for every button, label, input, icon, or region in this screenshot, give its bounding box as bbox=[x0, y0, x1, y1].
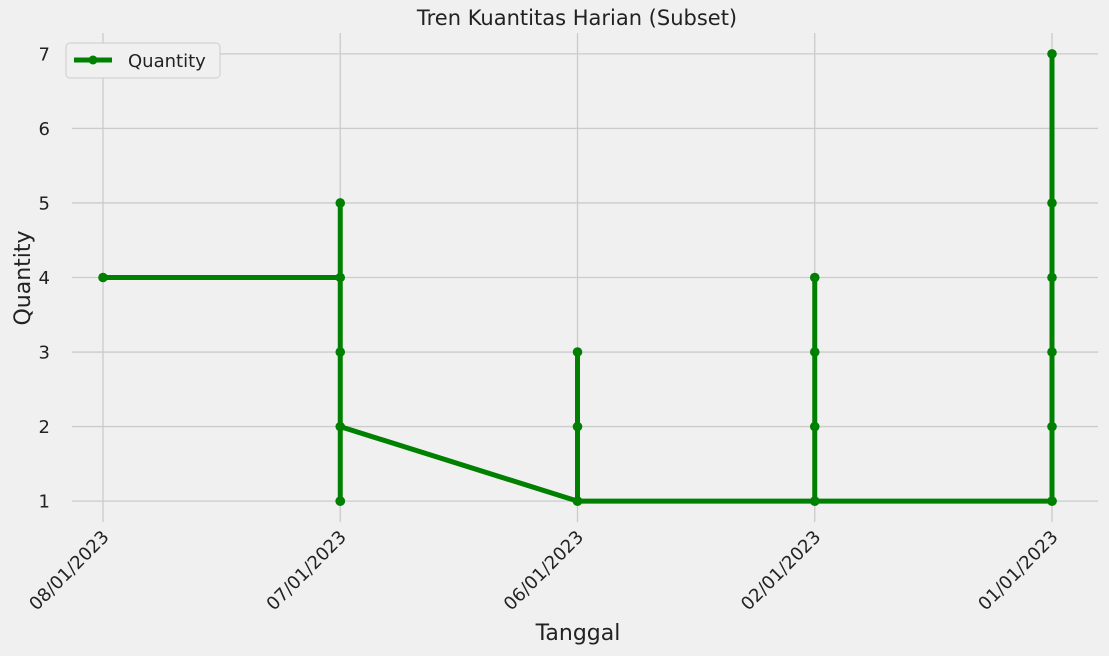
legend-frame bbox=[65, 42, 221, 79]
data-point bbox=[1047, 272, 1057, 283]
data-point bbox=[809, 421, 820, 432]
y-tick-label: 2 bbox=[39, 417, 50, 438]
y-tick-label: 1 bbox=[39, 492, 50, 513]
data-point bbox=[335, 421, 346, 432]
y-tick-label: 4 bbox=[39, 268, 50, 289]
tick-labels: 08/01/2023 07/01/2023 06/01/2023 02/01/2023… bbox=[25, 44, 1062, 615]
y-axis-label: Quantity bbox=[11, 230, 36, 325]
y-tick-label: 5 bbox=[39, 193, 50, 214]
data-point bbox=[335, 272, 346, 283]
legend: Quantity bbox=[65, 42, 221, 79]
data-point bbox=[809, 496, 820, 506]
y-tick-label: 3 bbox=[39, 343, 50, 364]
data-point bbox=[572, 421, 583, 432]
data-point bbox=[335, 496, 346, 506]
data-point bbox=[809, 347, 820, 357]
data-point bbox=[98, 272, 108, 283]
y-tick-label: 6 bbox=[39, 119, 50, 140]
x-tick-label: 08/01/2023 bbox=[25, 527, 113, 615]
x-tick-label: 07/01/2023 bbox=[263, 527, 351, 615]
x-tick-label: 01/01/2023 bbox=[974, 527, 1062, 615]
data-point bbox=[809, 272, 820, 283]
data-point bbox=[335, 347, 346, 357]
x-tick-label: 02/01/2023 bbox=[737, 527, 825, 615]
data-point bbox=[1047, 198, 1057, 208]
data-point bbox=[572, 496, 583, 506]
y-tick-label: 7 bbox=[39, 44, 50, 65]
chart-title: Tren Kuantitas Harian (Subset) bbox=[416, 6, 737, 30]
data-point bbox=[572, 347, 583, 357]
series-layer bbox=[98, 49, 1057, 506]
data-point bbox=[1047, 421, 1057, 432]
x-axis-label: Tanggal bbox=[535, 621, 621, 646]
data-point bbox=[1047, 49, 1057, 59]
data-point bbox=[1047, 496, 1057, 506]
x-tick-label: 06/01/2023 bbox=[500, 527, 588, 615]
data-point bbox=[335, 198, 346, 208]
legend-marker bbox=[88, 55, 98, 65]
legend-label: Quantity bbox=[128, 51, 206, 72]
data-point bbox=[1047, 347, 1057, 357]
